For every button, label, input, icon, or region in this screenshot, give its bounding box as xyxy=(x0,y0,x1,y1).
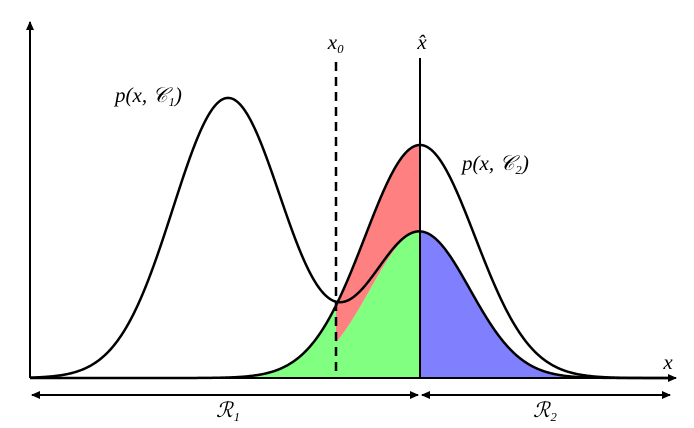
region-blue xyxy=(420,232,670,378)
curve-c1 xyxy=(29,96,670,380)
axis-label: x xyxy=(662,350,673,374)
marker-label: x̂ xyxy=(416,30,427,54)
curve-label: p(x, 𝒞₂) xyxy=(460,151,529,175)
marker-label: x₀ xyxy=(327,30,345,54)
region-label: ℛ₂ xyxy=(533,398,557,422)
region-label: ℛ₁ xyxy=(216,398,240,422)
curve-label: p(x, 𝒞₁) xyxy=(113,83,182,107)
regions-fill xyxy=(30,145,670,378)
region-green xyxy=(30,232,420,378)
